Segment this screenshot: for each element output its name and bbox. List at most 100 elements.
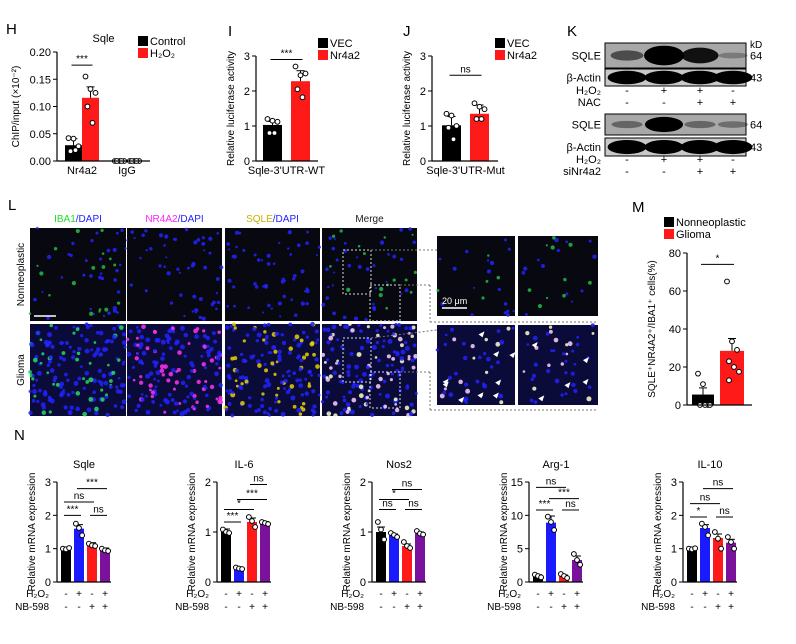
y-tick-label: 0.10 <box>30 102 51 114</box>
image-nonneoplastic-3 <box>321 227 418 322</box>
cell <box>82 386 86 390</box>
cell <box>174 380 179 385</box>
cell <box>277 301 282 306</box>
y-tick-label: 0 <box>45 577 51 589</box>
cell <box>346 364 352 369</box>
cell <box>375 340 380 345</box>
cell <box>498 393 504 399</box>
cell <box>407 331 411 335</box>
significance-label: *** <box>246 489 258 500</box>
cell <box>329 366 333 370</box>
cell <box>435 348 439 352</box>
cell <box>338 374 342 379</box>
cell <box>173 401 179 406</box>
h2o2-sign: - <box>379 589 382 600</box>
data-point <box>443 110 450 117</box>
cell <box>213 339 217 344</box>
condition-sign: + <box>661 154 667 166</box>
cell <box>33 297 37 302</box>
cell <box>531 373 537 378</box>
cell <box>31 399 36 403</box>
cell <box>270 307 273 310</box>
bar-1 <box>74 528 84 582</box>
cell <box>28 370 32 374</box>
cell <box>67 410 73 416</box>
cell <box>235 384 239 388</box>
cell <box>77 346 82 351</box>
blot-kd-label: 64 <box>750 120 762 132</box>
significance-label: *** <box>227 511 239 522</box>
zoom-region-box <box>342 249 372 295</box>
bar-0 <box>61 548 71 582</box>
cell <box>560 362 564 366</box>
data-point <box>577 561 584 568</box>
cell <box>208 251 212 255</box>
cell <box>532 335 538 341</box>
cell <box>499 339 505 345</box>
cell <box>90 348 94 352</box>
y-axis-label: Relative mRNA expression <box>342 473 353 592</box>
cell <box>71 241 75 246</box>
cell <box>35 330 41 336</box>
cell <box>331 284 334 287</box>
cell <box>283 378 288 383</box>
cell <box>84 338 89 343</box>
h2o2-row-label: H₂O₂ <box>498 589 521 600</box>
legend-swatch <box>664 229 674 239</box>
cell <box>28 389 32 393</box>
cell <box>298 383 304 388</box>
cell <box>200 354 204 358</box>
cell <box>379 240 385 245</box>
cell <box>331 324 337 330</box>
band <box>680 139 720 155</box>
cell <box>400 292 403 295</box>
cell <box>172 238 176 241</box>
cell <box>94 350 99 356</box>
cell <box>288 346 294 351</box>
cell <box>386 329 390 333</box>
y-tick-label: 0 <box>244 156 250 168</box>
cell <box>208 236 213 241</box>
condition-sign: - <box>662 97 666 109</box>
significance-label: ns <box>93 504 104 515</box>
cell <box>565 352 569 356</box>
cell <box>325 267 329 271</box>
cell <box>109 257 112 261</box>
cell <box>121 399 127 405</box>
cell <box>400 343 404 348</box>
nb598-sign: + <box>728 602 734 613</box>
cell <box>393 397 398 402</box>
cell <box>375 384 381 389</box>
image-background <box>30 324 126 416</box>
cell <box>126 239 129 242</box>
cell <box>46 316 50 320</box>
cell <box>485 279 489 283</box>
cell <box>327 285 330 289</box>
cell <box>365 338 371 344</box>
cell <box>387 253 390 256</box>
cell <box>136 352 139 356</box>
cell <box>62 357 67 362</box>
cell <box>176 367 181 372</box>
category-label: IgG <box>118 165 136 177</box>
nb598-sign: - <box>392 602 395 613</box>
nb598-sign: - <box>224 602 227 613</box>
cell <box>235 245 238 249</box>
chart-title: IL-6 <box>235 459 254 471</box>
cell <box>371 305 377 311</box>
data-point <box>65 135 72 142</box>
data-point <box>271 130 278 136</box>
cell <box>404 340 408 345</box>
dapi-label: /DAPI <box>273 214 299 225</box>
cell <box>523 266 528 271</box>
h2o2-sign: + <box>417 589 423 600</box>
cell <box>342 395 346 399</box>
h2o2-row-label: H₂O₂ <box>26 589 49 600</box>
cell <box>111 370 116 375</box>
h2o2-row-label: H₂O₂ <box>186 589 209 600</box>
cell <box>180 325 185 331</box>
cell <box>564 392 568 396</box>
cell <box>183 332 189 338</box>
nb598-sign: + <box>715 602 721 613</box>
cell <box>283 279 286 282</box>
